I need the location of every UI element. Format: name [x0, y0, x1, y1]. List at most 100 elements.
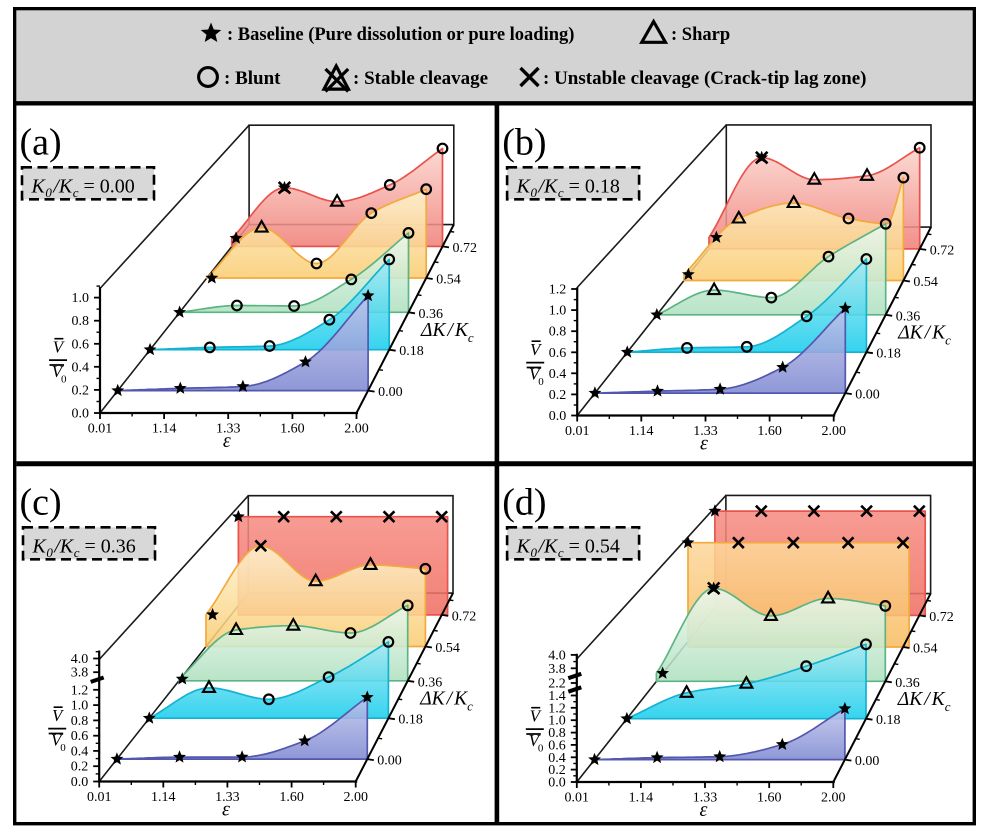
svg-text:1.14: 1.14 [629, 790, 654, 805]
svg-text:0.36: 0.36 [895, 676, 920, 691]
svg-text:1.4: 1.4 [548, 689, 566, 704]
svg-text:0: 0 [538, 376, 544, 388]
svg-text:1.33: 1.33 [216, 421, 241, 436]
svg-text:0.4: 0.4 [548, 751, 566, 766]
svg-text:3.8: 3.8 [548, 662, 566, 677]
svg-text:0.0: 0.0 [72, 407, 90, 422]
svg-text:0.18: 0.18 [399, 344, 424, 359]
svg-text:0.01: 0.01 [87, 790, 112, 805]
svg-text:0.00: 0.00 [377, 754, 402, 769]
svg-text:0.8: 0.8 [71, 714, 89, 729]
svg-text:2.2: 2.2 [548, 677, 566, 692]
svg-text:1.0: 1.0 [549, 304, 567, 319]
svg-text:: Baseline (Pure dissolution o: : Baseline (Pure dissolution or pure loa… [227, 25, 574, 45]
svg-text:1.33: 1.33 [693, 424, 718, 439]
svg-text:0.8: 0.8 [72, 314, 90, 329]
svg-text:1.2: 1.2 [71, 683, 89, 698]
svg-text:0.54: 0.54 [913, 642, 938, 657]
svg-text:0.36: 0.36 [419, 307, 444, 322]
svg-text:1.2: 1.2 [548, 701, 566, 716]
svg-text:: Sharp: : Sharp [671, 25, 730, 45]
svg-text:0.36: 0.36 [418, 675, 443, 690]
svg-text:0.6: 0.6 [72, 337, 90, 352]
svg-text:(b): (b) [502, 122, 546, 164]
svg-text:V: V [53, 338, 66, 357]
svg-text:V: V [530, 707, 543, 726]
svg-text:1.33: 1.33 [693, 790, 718, 805]
svg-text:4.0: 4.0 [71, 652, 89, 667]
svg-text:0.18: 0.18 [876, 713, 901, 728]
svg-text:0.4: 0.4 [72, 360, 90, 375]
svg-text:(a): (a) [20, 122, 62, 164]
svg-text:ΔK/Kc: ΔK / Kc [420, 320, 474, 345]
svg-text:0.0: 0.0 [71, 775, 89, 790]
svg-text:0.54: 0.54 [913, 275, 938, 290]
svg-text:ε: ε [700, 433, 708, 455]
svg-text:0.8: 0.8 [549, 325, 567, 340]
svg-text:0.18: 0.18 [398, 713, 423, 728]
svg-text:0.6: 0.6 [548, 738, 566, 753]
svg-text:0.8: 0.8 [548, 726, 566, 741]
svg-text:1.60: 1.60 [280, 421, 305, 436]
svg-text:4.0: 4.0 [548, 648, 566, 663]
svg-text:0.00: 0.00 [855, 388, 880, 403]
svg-text:V: V [52, 362, 65, 381]
svg-text:0.0: 0.0 [549, 409, 567, 424]
svg-text:1.14: 1.14 [151, 790, 176, 805]
svg-text:1.60: 1.60 [757, 790, 782, 805]
svg-text:0.00: 0.00 [378, 385, 403, 400]
svg-text:1.14: 1.14 [152, 421, 177, 436]
svg-text:0.01: 0.01 [565, 424, 590, 439]
svg-text:: Stable cleavage: : Stable cleavage [353, 68, 488, 89]
svg-text:1.33: 1.33 [215, 790, 240, 805]
svg-text:0.54: 0.54 [436, 273, 461, 288]
svg-text:: Blunt: : Blunt [224, 68, 281, 89]
svg-text:3.8: 3.8 [71, 666, 89, 681]
svg-text:1.0: 1.0 [71, 699, 89, 714]
svg-text:ΔK/Kc: ΔK / Kc [419, 689, 473, 714]
svg-text:V: V [52, 706, 65, 725]
svg-text:0.54: 0.54 [435, 641, 460, 656]
svg-text:ε: ε [700, 799, 708, 821]
svg-text:2.00: 2.00 [343, 790, 368, 805]
svg-text:0.72: 0.72 [929, 610, 954, 625]
svg-text:2.00: 2.00 [344, 421, 369, 436]
svg-text:V: V [51, 731, 64, 750]
svg-text:0: 0 [538, 743, 544, 755]
svg-text:0.2: 0.2 [72, 383, 90, 398]
svg-text:0.6: 0.6 [71, 729, 89, 744]
svg-text:K0/Kc = 0.54: K0/Kc = 0.54 [516, 535, 620, 560]
svg-text:0.18: 0.18 [876, 347, 901, 362]
svg-text:0.00: 0.00 [855, 754, 880, 769]
svg-text:0.2: 0.2 [548, 763, 566, 778]
svg-text:: Unstable cleavage (Crack-tip: : Unstable cleavage (Crack-tip lag zone) [543, 68, 866, 89]
svg-text:0.01: 0.01 [88, 421, 113, 436]
svg-text:0.6: 0.6 [549, 346, 567, 361]
svg-text:2.00: 2.00 [821, 424, 846, 439]
svg-text:1.60: 1.60 [279, 790, 304, 805]
svg-text:0.4: 0.4 [71, 744, 89, 759]
svg-text:V: V [529, 731, 542, 750]
svg-text:1.0: 1.0 [548, 714, 566, 729]
svg-text:1.60: 1.60 [757, 424, 782, 439]
svg-text:ε: ε [222, 799, 230, 821]
svg-text:0.0: 0.0 [548, 776, 566, 791]
svg-text:0: 0 [61, 374, 67, 386]
svg-text:(d): (d) [502, 482, 546, 524]
svg-text:0.01: 0.01 [565, 790, 590, 805]
svg-text:0.36: 0.36 [896, 309, 921, 324]
svg-text:0.72: 0.72 [452, 609, 477, 624]
svg-text:1.0: 1.0 [72, 291, 90, 306]
svg-text:V: V [530, 340, 543, 359]
svg-text:0.72: 0.72 [930, 243, 955, 258]
svg-text:2.00: 2.00 [821, 790, 846, 805]
svg-text:0.4: 0.4 [549, 367, 567, 382]
svg-text:0.72: 0.72 [453, 241, 478, 256]
svg-text:ΔK/Kc: ΔK / Kc [897, 689, 951, 714]
svg-text:1.2: 1.2 [549, 283, 567, 298]
svg-text:(c): (c) [20, 482, 62, 524]
svg-text:0.2: 0.2 [549, 388, 567, 403]
svg-text:ε: ε [223, 430, 231, 452]
svg-text:ΔK/Kc: ΔK / Kc [897, 323, 951, 348]
svg-text:0.2: 0.2 [71, 760, 89, 775]
